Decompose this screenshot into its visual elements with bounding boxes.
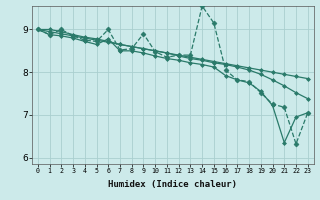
X-axis label: Humidex (Indice chaleur): Humidex (Indice chaleur) bbox=[108, 180, 237, 189]
